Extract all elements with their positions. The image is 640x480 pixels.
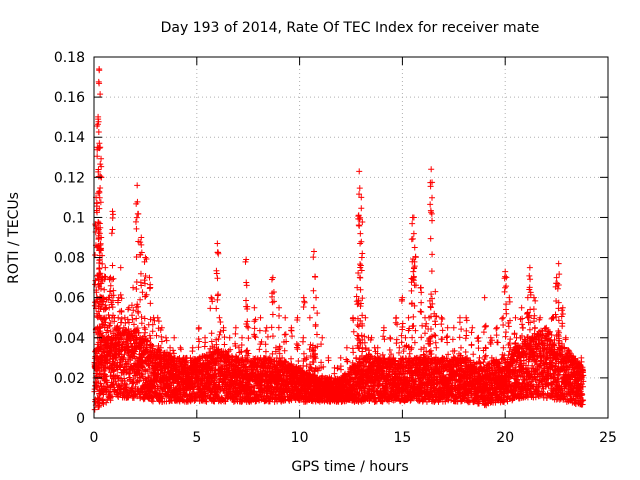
- band-point: [110, 367, 117, 374]
- band-point: [156, 349, 163, 356]
- band-point: [166, 378, 173, 385]
- band-point: [135, 329, 142, 336]
- band-point: [120, 354, 127, 361]
- data-points: [91, 66, 587, 413]
- band-point: [212, 374, 219, 381]
- band-point: [130, 375, 137, 382]
- band-point: [100, 401, 107, 408]
- band-point: [103, 399, 110, 406]
- band-point: [109, 393, 116, 400]
- band-point: [203, 398, 210, 405]
- band-point: [123, 369, 130, 376]
- band-point: [101, 363, 108, 370]
- band-point: [129, 385, 136, 392]
- band-point: [103, 377, 110, 384]
- band-point: [129, 333, 136, 340]
- band-point: [132, 348, 139, 355]
- chart-title: Day 193 of 2014, Rate Of TEC Index for r…: [161, 20, 540, 36]
- band-point: [149, 398, 156, 405]
- band-point: [119, 361, 126, 368]
- band-point: [106, 391, 113, 398]
- band-point: [105, 333, 112, 340]
- band-point: [91, 406, 98, 413]
- band-point: [107, 394, 114, 401]
- band-point: [125, 371, 132, 378]
- band-point: [97, 380, 104, 387]
- band-point: [99, 396, 106, 403]
- band-point: [123, 381, 130, 388]
- band-point: [115, 393, 122, 400]
- band-point: [222, 348, 229, 355]
- band-point: [135, 367, 142, 374]
- band-point: [144, 338, 151, 345]
- band-point: [109, 381, 116, 388]
- band-point: [141, 333, 148, 340]
- band-point: [111, 360, 118, 367]
- band-point: [138, 389, 145, 396]
- band-point: [235, 360, 242, 367]
